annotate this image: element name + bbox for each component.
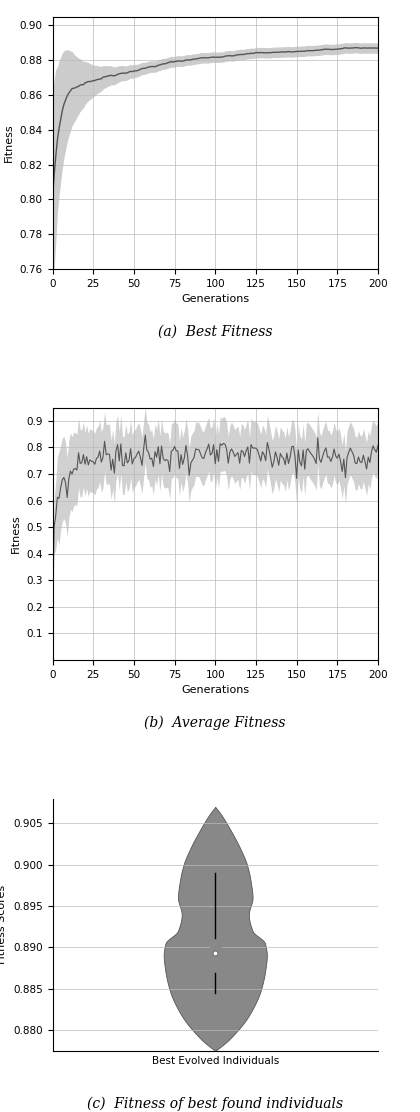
Y-axis label: Fitness Scores: Fitness Scores [0, 885, 8, 964]
Text: (c)  Fitness of best found individuals: (c) Fitness of best found individuals [87, 1096, 343, 1111]
Text: (b)  Average Fitness: (b) Average Fitness [144, 715, 286, 729]
Y-axis label: Fitness: Fitness [11, 515, 21, 553]
Point [212, 944, 218, 962]
X-axis label: Generations: Generations [181, 295, 249, 305]
X-axis label: Generations: Generations [181, 685, 249, 695]
Text: (a)  Best Fitness: (a) Best Fitness [158, 325, 273, 338]
Bar [210, 940, 220, 972]
Y-axis label: Fitness: Fitness [4, 123, 14, 162]
